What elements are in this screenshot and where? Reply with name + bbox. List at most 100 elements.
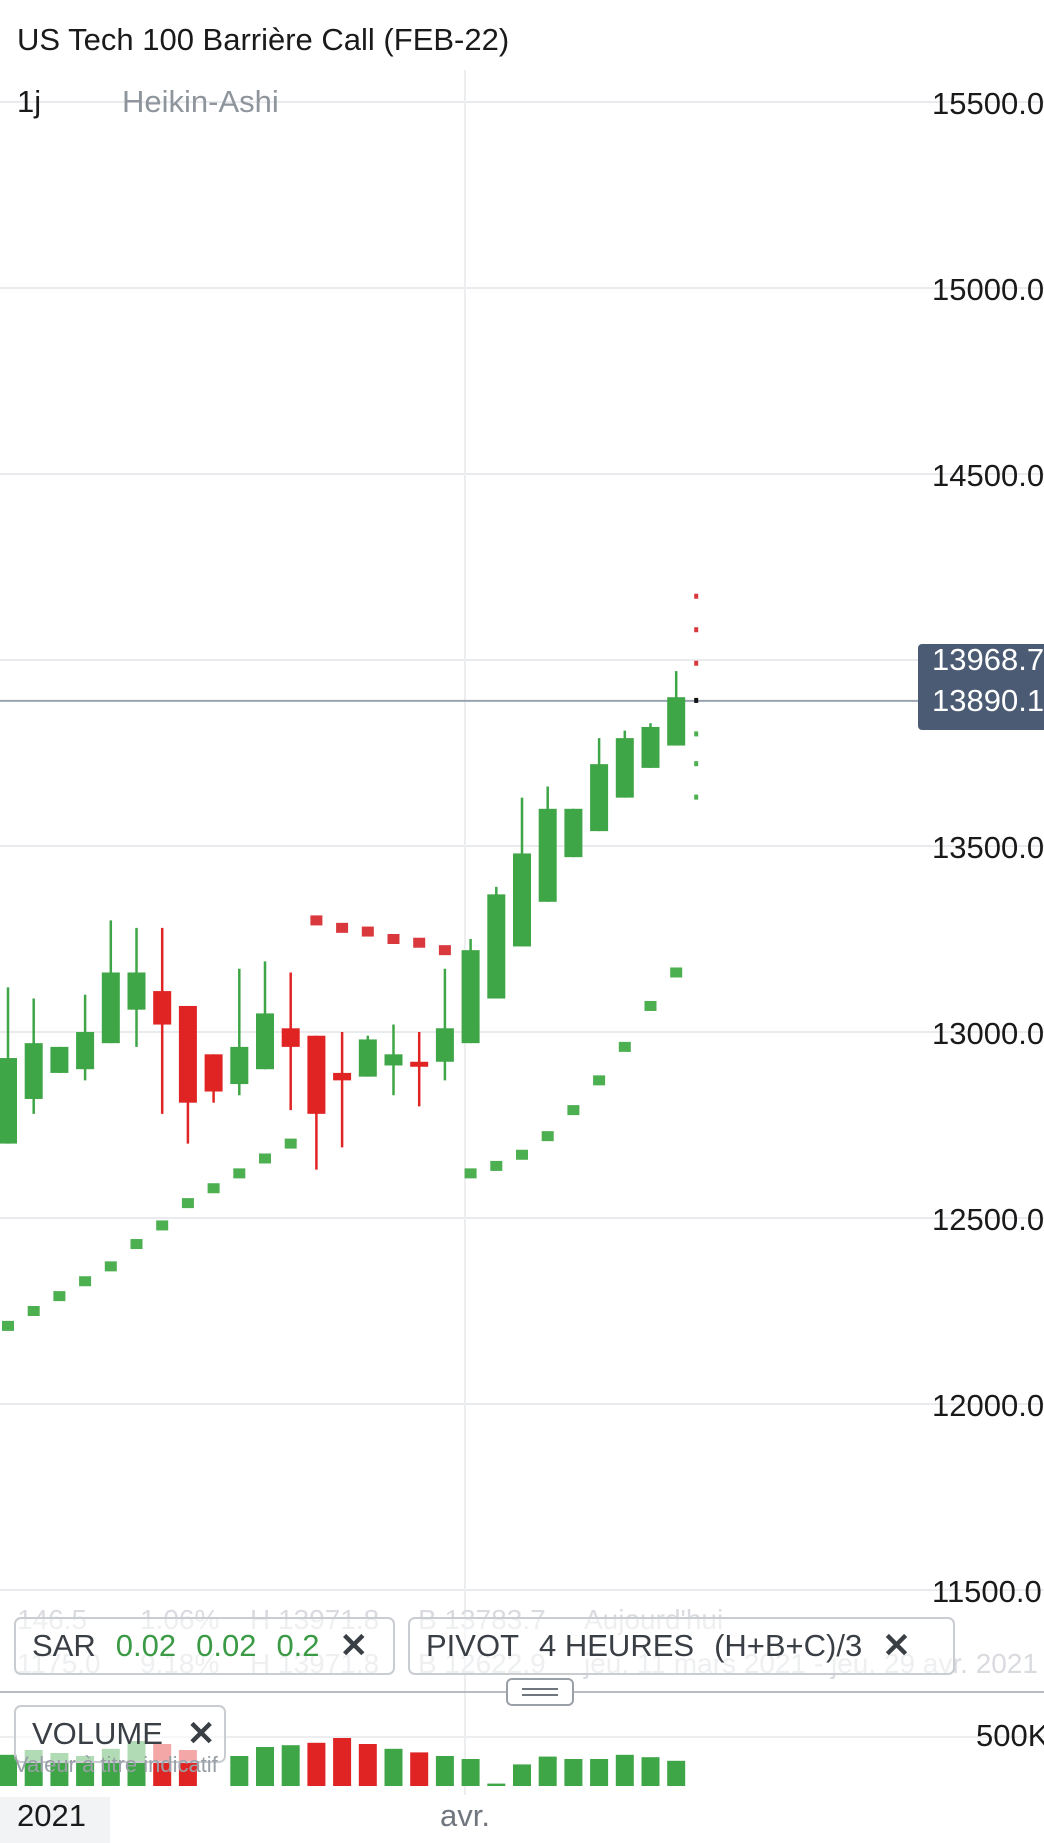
candle-body: [538, 808, 557, 902]
sar-name: SAR: [32, 1628, 96, 1663]
candle-body: [153, 991, 172, 1025]
candle-body: [256, 1013, 274, 1070]
sar-dot-down: [413, 937, 426, 948]
candle-body: [333, 1072, 352, 1081]
candle-body: [281, 1028, 300, 1047]
volume-bar: [435, 1756, 454, 1786]
candle-body: [384, 1054, 403, 1066]
volume-bar: [641, 1757, 660, 1786]
price-axis-label: 15500.0: [932, 86, 1044, 121]
volume-bar: [590, 1759, 609, 1786]
price-axis-label: 13500.0: [932, 830, 1044, 865]
sar-dot-up: [516, 1149, 528, 1160]
volume-bar: [564, 1759, 583, 1786]
chart-type-label[interactable]: Heikin-Ashi: [122, 84, 279, 119]
candle-body: [307, 1035, 326, 1114]
pivot-tick: [694, 627, 699, 633]
candle-body: [487, 894, 506, 999]
candle-body: [590, 764, 609, 832]
volume-bar: [76, 1756, 95, 1786]
sar-dot-down: [438, 945, 451, 956]
year-label-bg: [0, 1797, 110, 1843]
pivot-formula: (H+B+C)/3: [714, 1628, 863, 1663]
sar-dot-down: [310, 915, 323, 926]
volume-bar: [615, 1754, 634, 1786]
price-axis-label: 12000.0: [932, 1388, 1044, 1423]
candle-body: [24, 1043, 43, 1099]
sar-dot-up: [27, 1306, 40, 1316]
candle-body: [410, 1061, 429, 1067]
sar-indicator-chip[interactable]: SAR 0.02 0.02 0.2 ✕: [14, 1617, 395, 1675]
sar-dot-up: [259, 1153, 271, 1164]
sar-dot-up: [618, 1041, 631, 1052]
sar-dot-up: [2, 1320, 14, 1331]
sar-dot-up: [53, 1291, 66, 1302]
time-axis-year: 2021: [17, 1798, 86, 1833]
candle-body: [615, 738, 634, 798]
last-price-tag: 13968.7 13890.1: [918, 644, 1044, 730]
sar-dot-up: [233, 1168, 246, 1179]
sar-dot-up: [284, 1138, 297, 1149]
candle-body: [0, 1058, 17, 1144]
price-axis-label: 13000.0: [932, 1016, 1044, 1051]
last-price-value: 13890.1: [932, 683, 1044, 718]
sar-dot-up: [104, 1261, 117, 1272]
volume-bar: [358, 1744, 377, 1786]
volume-bar: [487, 1783, 506, 1786]
volume-bar: [384, 1748, 403, 1786]
pivot-tick: [694, 761, 699, 767]
interval-label[interactable]: 1j: [17, 84, 42, 119]
candle-body: [667, 697, 686, 746]
time-axis-month: avr.: [440, 1798, 490, 1833]
sar-dot-up: [567, 1105, 580, 1116]
candle-body: [435, 1028, 454, 1062]
candle-body: [564, 808, 583, 858]
volume-indicator-chip[interactable]: VOLUME ✕: [14, 1705, 226, 1763]
candle-body: [204, 1054, 223, 1092]
sar-remove-icon[interactable]: ✕: [339, 1627, 369, 1665]
volume-bar: [230, 1756, 249, 1786]
sar-dot-up: [541, 1131, 554, 1142]
pivot-tick: [694, 697, 699, 703]
pivot-indicator-chip[interactable]: PIVOT 4 HEURES (H+B+C)/3 ✕: [408, 1617, 955, 1675]
candle-body: [358, 1039, 377, 1077]
price-axis-label: 11500.0: [932, 1574, 1042, 1609]
candle-body: [230, 1046, 249, 1085]
volume-bar: [307, 1742, 326, 1786]
pivot-period: 4 HEURES: [539, 1628, 695, 1663]
volume-bar: [461, 1759, 480, 1786]
pivot-tick: [694, 731, 699, 737]
volume-bar: [256, 1747, 274, 1786]
candle-body: [178, 1005, 197, 1103]
candle-body: [76, 1032, 95, 1070]
volume-axis-label: 500K: [976, 1718, 1044, 1753]
volume-bar: [513, 1764, 531, 1786]
volume-remove-icon[interactable]: ✕: [186, 1715, 216, 1753]
sar-dot-up: [156, 1220, 169, 1231]
pivot-name: PIVOT: [426, 1628, 520, 1663]
pane-resize-handle[interactable]: [506, 1678, 574, 1706]
candle-body: [50, 1046, 69, 1073]
instrument-title: US Tech 100 Barrière Call (FEB-22): [17, 22, 510, 57]
sar-dot-up: [207, 1183, 220, 1194]
pivot-remove-icon[interactable]: ✕: [882, 1627, 911, 1665]
pivot-tick: [694, 593, 699, 599]
candle-body: [461, 950, 480, 1044]
sar-dot-up: [181, 1198, 194, 1209]
sar-dot-up: [464, 1168, 477, 1179]
candle-body: [101, 972, 120, 1044]
volume-bar: [281, 1745, 300, 1786]
candle-body: [641, 726, 660, 768]
sar-dot-up: [593, 1075, 606, 1086]
volume-bar: [333, 1738, 352, 1786]
volume-bar: [538, 1756, 557, 1786]
price-axis-label: 12500.0: [932, 1202, 1044, 1237]
volume-bar: [410, 1752, 429, 1786]
candle-body: [513, 853, 531, 947]
volume-bar: [667, 1760, 686, 1786]
sar-dot-up: [490, 1160, 503, 1171]
pivot-tick: [694, 660, 699, 666]
sar-dot-up: [130, 1239, 143, 1250]
sar-param: 0.02: [115, 1628, 177, 1663]
